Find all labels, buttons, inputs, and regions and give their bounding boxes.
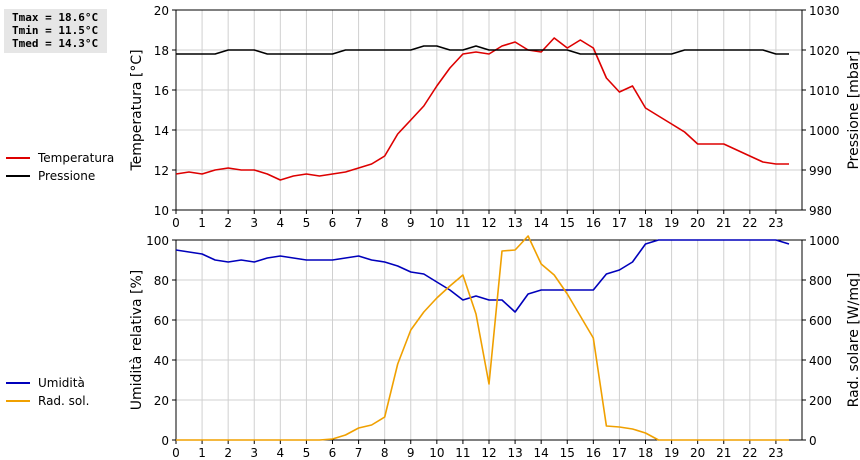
pressione-legend-label: Pressione xyxy=(38,169,95,183)
rad-sol-series-line xyxy=(176,235,789,441)
panel1-x-tick-label: 0 xyxy=(172,216,180,230)
tmed-text: Tmed = 14.3°C xyxy=(12,37,99,50)
panel1-x-tick-label: 5 xyxy=(303,216,311,230)
tmax-text: Tmax = 18.6°C xyxy=(12,11,99,24)
panel1-y2-axis-title: Pressione [mbar] xyxy=(846,50,860,169)
panel2-y2-tick-label: 0 xyxy=(809,434,817,448)
tmin-text: Tmin = 11.5°C xyxy=(12,24,99,37)
panel2-x-tick-label: 19 xyxy=(664,446,679,460)
panel2-y-axis-title: Umidità relativa [%] xyxy=(129,270,145,411)
panel2-x-tick-label: 17 xyxy=(612,446,627,460)
rad-sol-legend-label: Rad. sol. xyxy=(38,394,89,408)
panel2-y-tick-label: 20 xyxy=(154,394,169,408)
panel1-x-tick-label: 4 xyxy=(277,216,285,230)
panel2-x-tick-label: 3 xyxy=(250,446,258,460)
panel1-x-tick-label: 16 xyxy=(586,216,601,230)
panel2-y-tick-label: 80 xyxy=(154,274,169,288)
panel1-x-tick-label: 3 xyxy=(250,216,258,230)
panel2-y2-tick-label: 600 xyxy=(809,314,832,328)
umidit-series-line xyxy=(175,239,790,313)
panel1-x-tick-label: 9 xyxy=(407,216,415,230)
panel2-x-tick-label: 22 xyxy=(742,446,757,460)
panel2-x-tick-label: 12 xyxy=(481,446,496,460)
panel2-x-tick-label: 9 xyxy=(407,446,415,460)
panel2-x-tick-label: 11 xyxy=(455,446,470,460)
panel1-x-tick-label: 1 xyxy=(198,216,206,230)
panel2-x-tick-label: 8 xyxy=(381,446,389,460)
panel1-x-tick-label: 18 xyxy=(638,216,653,230)
panel2-y-tick-label: 100 xyxy=(146,234,169,248)
panel2-x-tick-label: 2 xyxy=(224,446,232,460)
panel2-x-tick-label: 6 xyxy=(329,446,337,460)
panel2-y2-tick-label: 800 xyxy=(809,274,832,288)
panel2-x-tick-label: 10 xyxy=(429,446,444,460)
panel1-y2-tick-label: 1010 xyxy=(809,84,840,98)
panel2-x-tick-label: 4 xyxy=(277,446,285,460)
panel1-x-tick-label: 10 xyxy=(429,216,444,230)
panel2-x-tick-label: 13 xyxy=(507,446,522,460)
panel2-x-tick-label: 18 xyxy=(638,446,653,460)
panel1-x-tick-label: 13 xyxy=(507,216,522,230)
panel2-x-tick-label: 16 xyxy=(586,446,601,460)
panel1-y-axis-title: Temperatura [°C] xyxy=(129,49,145,171)
panel1-y2-tick-label: 1030 xyxy=(809,4,840,18)
panel1-y2-tick-label: 1020 xyxy=(809,44,840,58)
panel1-x-tick-label: 2 xyxy=(224,216,232,230)
panel2-y2-tick-label: 400 xyxy=(809,354,832,368)
pressione-series-line xyxy=(176,45,789,55)
panel2-x-tick-label: 5 xyxy=(303,446,311,460)
panel2-x-tick-label: 0 xyxy=(172,446,180,460)
panel1-y-tick-label: 16 xyxy=(154,84,169,98)
temperatura-series-line xyxy=(175,37,789,181)
panel1-x-tick-label: 14 xyxy=(534,216,549,230)
panel2-y-tick-label: 60 xyxy=(154,314,169,328)
panel1-y2-tick-label: 1000 xyxy=(809,124,840,138)
panel1-x-tick-label: 20 xyxy=(690,216,705,230)
panel1-y-tick-label: 20 xyxy=(154,4,169,18)
panel1-y2-tick-label: 990 xyxy=(809,164,832,178)
panel1-x-tick-label: 7 xyxy=(355,216,363,230)
panel1-x-tick-label: 19 xyxy=(664,216,679,230)
panel1-x-tick-label: 11 xyxy=(455,216,470,230)
panel1-x-tick-label: 8 xyxy=(381,216,389,230)
panel2-x-tick-label: 21 xyxy=(716,446,731,460)
panel1-y-tick-label: 14 xyxy=(154,124,169,138)
panel1-x-tick-label: 12 xyxy=(481,216,496,230)
panel2-x-tick-label: 14 xyxy=(534,446,549,460)
panel1-x-tick-label: 15 xyxy=(560,216,575,230)
panel1-y2-tick-label: 980 xyxy=(809,204,832,218)
stats-box: Tmax = 18.6°C Tmin = 11.5°C Tmed = 14.3°… xyxy=(4,9,107,53)
panel1-x-tick-label: 21 xyxy=(716,216,731,230)
panel1-x-tick-label: 23 xyxy=(768,216,783,230)
panel1-y-tick-label: 10 xyxy=(154,204,169,218)
panel1-x-tick-label: 17 xyxy=(612,216,627,230)
panel1-x-tick-label: 6 xyxy=(329,216,337,230)
panel2-x-tick-label: 20 xyxy=(690,446,705,460)
panel1-y-tick-label: 12 xyxy=(154,164,169,178)
panel1-y-tick-label: 18 xyxy=(154,44,169,58)
panel2-y-tick-label: 40 xyxy=(154,354,169,368)
umidit-legend-label: Umidità xyxy=(38,376,85,390)
panel2-y2-tick-label: 200 xyxy=(809,394,832,408)
panel2-x-tick-label: 15 xyxy=(560,446,575,460)
panel2-x-tick-label: 23 xyxy=(768,446,783,460)
panel1-x-tick-label: 22 xyxy=(742,216,757,230)
panel2-x-tick-label: 7 xyxy=(355,446,363,460)
temperatura-legend-label: Temperatura xyxy=(37,151,114,165)
panel2-y-tick-label: 0 xyxy=(161,434,169,448)
panel2-x-tick-label: 1 xyxy=(198,446,206,460)
panel2-y2-axis-title: Rad. solare [W/mq] xyxy=(846,273,860,408)
panel2-y2-tick-label: 1000 xyxy=(809,234,840,248)
